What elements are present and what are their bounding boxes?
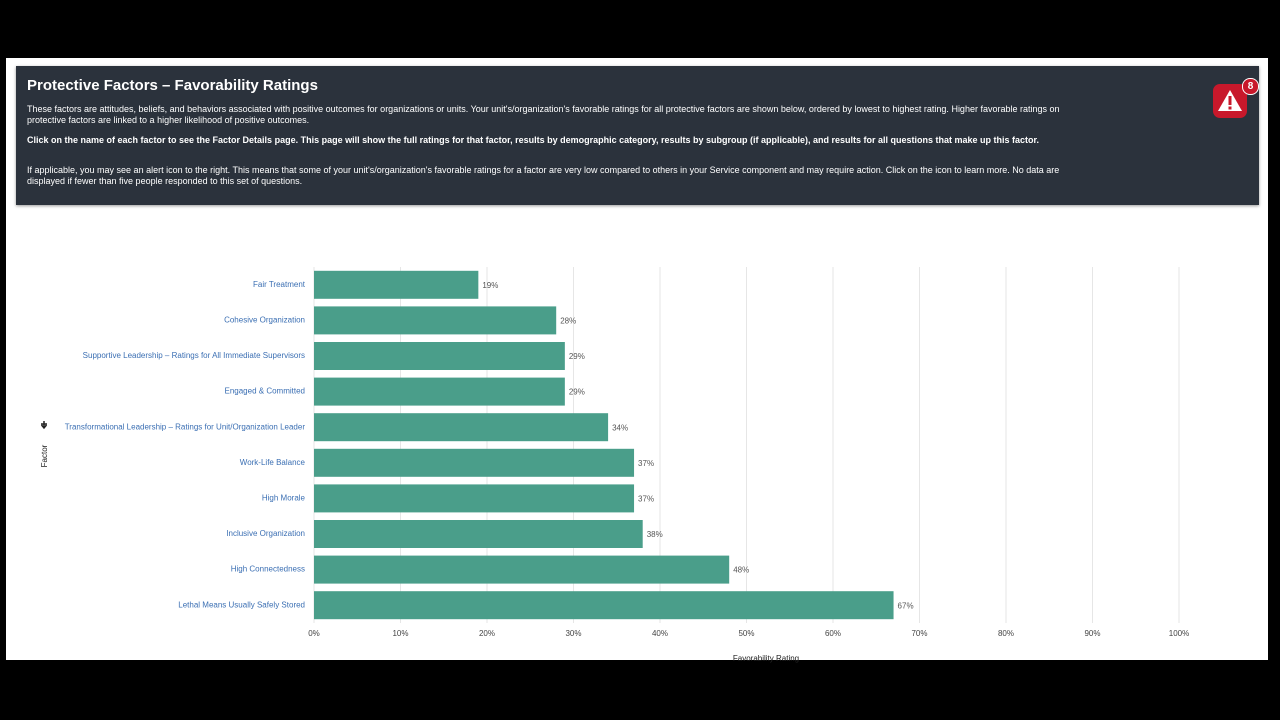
bar[interactable] — [314, 448, 635, 477]
x-tick-label: 40% — [652, 629, 668, 638]
x-tick-label: 30% — [565, 629, 581, 638]
panel-title: Protective Factors – Favorability Rating… — [27, 77, 318, 94]
y-axis-title: Factor — [40, 444, 49, 467]
category-link[interactable]: Fair Treatment — [253, 280, 306, 289]
value-label: 67% — [898, 601, 914, 610]
bar[interactable] — [314, 342, 565, 370]
x-axis-title: Favorability Rating — [733, 654, 799, 663]
value-label: 38% — [647, 530, 663, 539]
alert-badge: 8 — [1242, 78, 1259, 95]
value-label: 29% — [569, 352, 585, 361]
value-label: 37% — [638, 495, 654, 504]
bar[interactable] — [314, 270, 479, 299]
value-label: 29% — [569, 388, 585, 397]
category-link[interactable]: Transformational Leadership – Ratings fo… — [65, 422, 306, 431]
value-label: 37% — [638, 459, 654, 468]
category-link[interactable]: Cohesive Organization — [224, 316, 305, 325]
x-tick-label: 50% — [738, 629, 754, 638]
bar[interactable] — [314, 484, 635, 513]
value-label: 48% — [733, 566, 749, 575]
category-link[interactable]: Work-Life Balance — [240, 458, 306, 467]
bar[interactable] — [314, 377, 565, 406]
value-label: 34% — [612, 423, 628, 432]
alert-icon — [1218, 90, 1242, 111]
category-link[interactable]: Engaged & Committed — [225, 387, 306, 396]
category-link[interactable]: High Connectedness — [231, 565, 305, 574]
x-tick-label: 20% — [479, 629, 495, 638]
paragraph: These factors are attitudes, beliefs, an… — [27, 104, 1060, 125]
paragraph: If applicable, you may see an alert icon… — [27, 165, 1060, 186]
paragraph: Click on the name of each factor to see … — [27, 135, 1040, 145]
x-tick-label: 80% — [998, 629, 1014, 638]
bar[interactable] — [314, 306, 557, 335]
bar[interactable] — [314, 413, 609, 442]
info-panel: Protective Factors – Favorability Rating… — [16, 66, 1259, 205]
bar[interactable] — [314, 555, 730, 584]
alert-button[interactable] — [1213, 84, 1247, 118]
x-tick-label: 100% — [1169, 629, 1189, 638]
x-tick-label: 90% — [1084, 629, 1100, 638]
category-link[interactable]: Inclusive Organization — [226, 529, 305, 538]
category-link[interactable]: High Morale — [262, 494, 306, 503]
value-label: 19% — [482, 281, 498, 290]
category-link[interactable]: Lethal Means Usually Safely Stored — [178, 600, 305, 609]
x-tick-label: 0% — [308, 629, 320, 638]
category-link[interactable]: Supportive Leadership – Ratings for All … — [83, 351, 305, 360]
sort-icon[interactable] — [40, 421, 48, 430]
x-tick-label: 60% — [825, 629, 841, 638]
bar[interactable] — [314, 520, 643, 548]
bar[interactable] — [314, 591, 894, 620]
x-tick-label: 70% — [911, 629, 927, 638]
value-label: 28% — [560, 317, 576, 326]
x-tick-label: 10% — [392, 629, 408, 638]
